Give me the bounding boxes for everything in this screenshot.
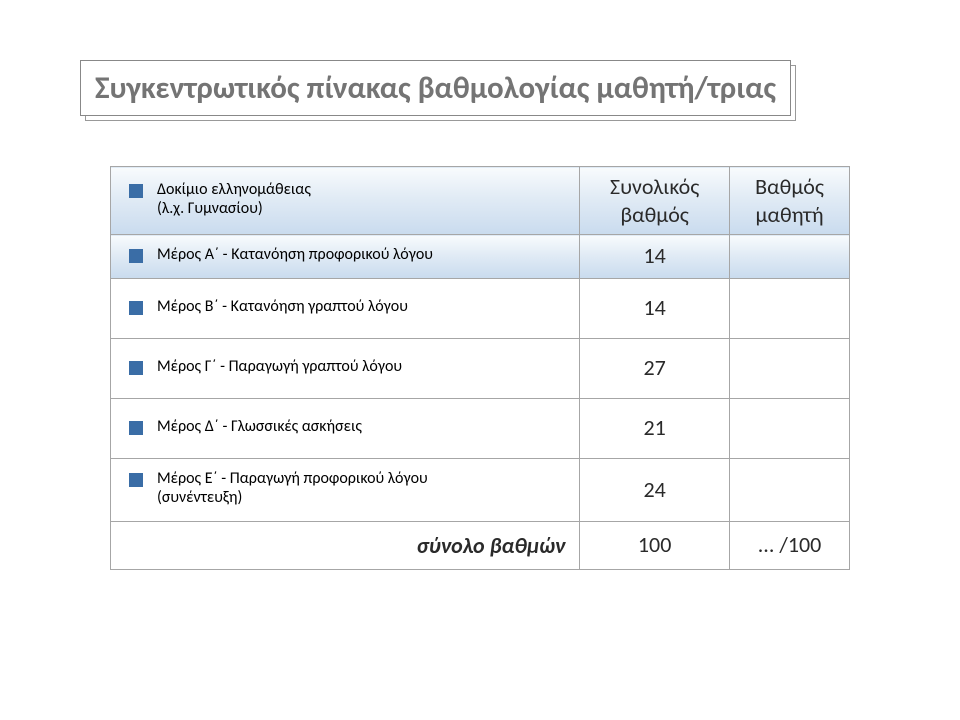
bullet-icon — [129, 249, 143, 263]
bullet-icon — [129, 184, 143, 198]
header-col2: Συνολικός βαθμός — [580, 167, 729, 234]
row-grade — [730, 362, 849, 376]
bullet-icon — [129, 301, 143, 315]
page-title: Συγκεντρωτικός πίνακας βαθμολογίας μαθητ… — [95, 69, 776, 107]
row-label-cell: Μέρος Δ΄ - Γλωσσικές ασκήσεις — [111, 399, 579, 458]
header-col3: Βαθμός μαθητή — [730, 167, 849, 234]
header-col3-line2: μαθητή — [756, 201, 824, 228]
page-title-box: Συγκεντρωτικός πίνακας βαθμολογίας μαθητ… — [80, 60, 791, 116]
bullet-icon — [129, 473, 143, 487]
bullet-icon — [129, 361, 143, 375]
row-label-cell: Μέρος Β΄ - Κατανόηση γραπτού λόγου — [111, 279, 579, 338]
table-row: Μέρος Ε΄ - Παραγωγή προφορικού λόγου (συ… — [111, 459, 850, 522]
total-score: 100 — [580, 525, 729, 566]
row-label: Μέρος Γ΄ - Παραγωγή γραπτού λόγου — [157, 357, 402, 376]
total-label: σύνολο βαθμών — [111, 522, 579, 569]
header-col2-line2: βαθμός — [620, 201, 688, 228]
header-col2-line1: Συνολικός — [610, 173, 699, 200]
header-col1-line1: Δοκίμιο ελληνομάθειας — [157, 180, 311, 199]
row-grade — [730, 483, 849, 497]
grades-table: Δοκίμιο ελληνομάθειας (λ.χ. Γυμνασίου) Σ… — [110, 166, 850, 570]
header-col1-line2: (λ.χ. Γυμνασίου) — [157, 199, 263, 218]
row-label: Μέρος Α΄ - Κατανόηση προφορικού λόγου — [157, 245, 433, 264]
row-label-line1: Μέρος Ε΄ - Παραγωγή προφορικού λόγου — [157, 469, 428, 488]
row-score: 27 — [580, 348, 729, 389]
table-row: Μέρος Δ΄ - Γλωσσικές ασκήσεις 21 — [111, 399, 850, 459]
row-score: 21 — [580, 408, 729, 449]
row-grade — [730, 250, 849, 264]
table-header-row: Δοκίμιο ελληνομάθειας (λ.χ. Γυμνασίου) Σ… — [111, 167, 850, 235]
row-label-line2: (συνέντευξη) — [157, 488, 242, 507]
table-total-row: σύνολο βαθμών 100 ... /100 — [111, 522, 850, 570]
row-score: 24 — [580, 470, 729, 511]
row-label-cell: Μέρος Γ΄ - Παραγωγή γραπτού λόγου — [111, 339, 579, 398]
table-row: Μέρος Γ΄ - Παραγωγή γραπτού λόγου 27 — [111, 339, 850, 399]
header-col1: Δοκίμιο ελληνομάθειας (λ.χ. Γυμνασίου) — [111, 170, 579, 232]
total-grade: ... /100 — [730, 525, 849, 566]
table-row: Μέρος Α΄ - Κατανόηση προφορικού λόγου 14 — [111, 235, 850, 279]
row-label-cell: Μέρος Ε΄ - Παραγωγή προφορικού λόγου (συ… — [111, 459, 579, 521]
row-grade — [730, 422, 849, 436]
bullet-icon — [129, 421, 143, 435]
header-col3-line1: Βαθμός — [755, 173, 824, 200]
row-label: Μέρος Δ΄ - Γλωσσικές ασκήσεις — [157, 417, 362, 436]
row-label: Μέρος Β΄ - Κατανόηση γραπτού λόγου — [157, 297, 408, 316]
table-row: Μέρος Β΄ - Κατανόηση γραπτού λόγου 14 — [111, 279, 850, 339]
row-label-cell: Μέρος Α΄ - Κατανόηση προφορικού λόγου — [111, 235, 579, 278]
row-grade — [730, 302, 849, 316]
row-score: 14 — [580, 288, 729, 329]
row-score: 14 — [580, 236, 729, 277]
